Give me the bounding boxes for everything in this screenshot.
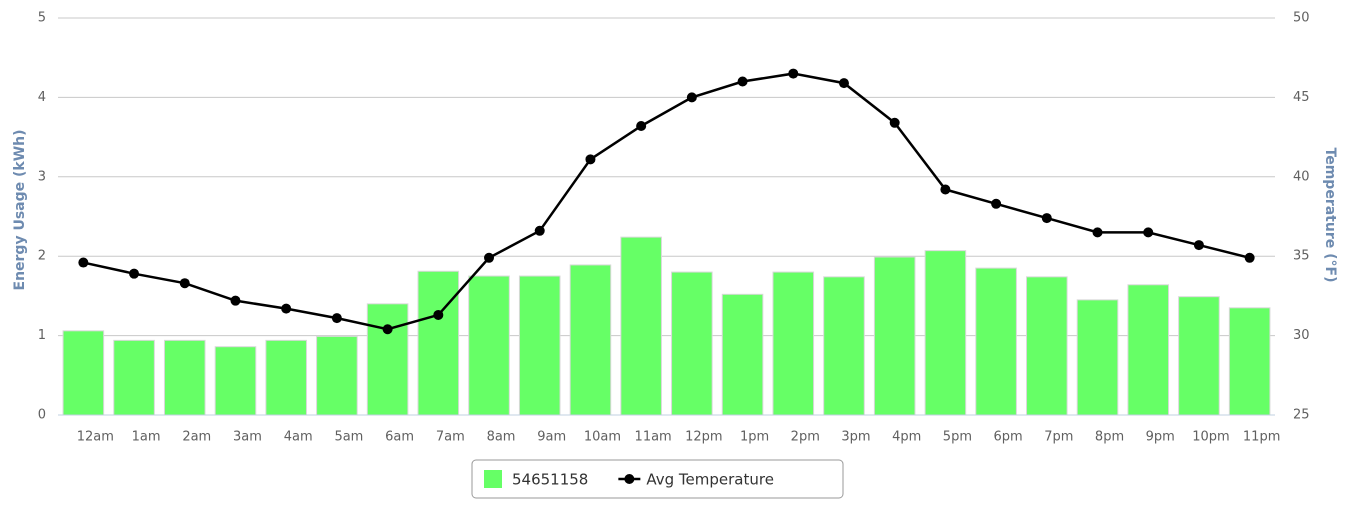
bar xyxy=(975,267,1017,416)
point xyxy=(838,78,849,89)
y-tick-label: 5 xyxy=(38,11,46,26)
x-tick-label: 2pm xyxy=(791,430,820,445)
y-tick-label: 0 xyxy=(38,408,46,423)
point xyxy=(737,76,748,87)
bar xyxy=(113,339,155,416)
point xyxy=(1244,252,1255,263)
y-tick-label: 2 xyxy=(38,249,46,264)
point xyxy=(1092,227,1103,238)
bar xyxy=(163,339,206,416)
bar xyxy=(569,264,612,416)
x-tick-label: 9am xyxy=(537,430,566,445)
bar xyxy=(1178,296,1220,416)
bar xyxy=(873,256,916,416)
x-tick-label: 11pm xyxy=(1243,430,1280,445)
point xyxy=(940,184,951,195)
bar xyxy=(214,346,257,416)
x-tick-label: 3am xyxy=(233,430,262,445)
point xyxy=(129,268,140,279)
bar xyxy=(62,330,105,416)
point xyxy=(1193,240,1204,251)
point xyxy=(686,92,697,103)
x-tick-label: 12am xyxy=(77,430,114,445)
x-tick-label: 5pm xyxy=(943,430,972,445)
legend-box xyxy=(471,459,844,499)
bar xyxy=(823,276,865,416)
bar xyxy=(366,303,409,416)
x-tick-label: 8pm xyxy=(1095,430,1124,445)
line xyxy=(83,72,1250,331)
point xyxy=(636,120,647,131)
point xyxy=(433,309,444,320)
x-tick-label: 3pm xyxy=(841,430,870,445)
point xyxy=(281,303,292,314)
point xyxy=(889,117,900,128)
x-tick-label: 1am xyxy=(132,430,161,445)
x-tick-label: 9pm xyxy=(1146,430,1175,445)
point xyxy=(484,252,495,263)
point xyxy=(1041,213,1052,224)
bar xyxy=(468,275,510,416)
point xyxy=(585,154,596,165)
bar xyxy=(417,270,460,416)
x-tick-label: 12pm xyxy=(685,430,722,445)
y2-tick-label: 50 xyxy=(1293,11,1310,26)
x-tick-label: 6am xyxy=(385,430,414,445)
y-tick-label: 3 xyxy=(38,169,46,184)
point xyxy=(991,198,1002,209)
x-tick-label: 4am xyxy=(284,430,313,445)
bar xyxy=(772,271,815,416)
bar xyxy=(1026,276,1068,416)
bar xyxy=(1076,299,1119,416)
x-tick-label: 4pm xyxy=(892,430,921,445)
y2-tick-label: 30 xyxy=(1293,328,1310,343)
x-tick-label: 7pm xyxy=(1044,430,1073,445)
legend-swatch xyxy=(484,470,502,488)
y2-tick-label: 45 xyxy=(1293,90,1310,105)
y2-tick-label: 35 xyxy=(1293,249,1310,264)
x-tick-label: 8am xyxy=(487,430,516,445)
x-tick-label: 7am xyxy=(436,430,465,445)
bar xyxy=(620,236,662,416)
bar xyxy=(924,250,967,416)
bar xyxy=(316,335,358,416)
bar xyxy=(1228,307,1271,416)
bar xyxy=(265,339,307,416)
bar xyxy=(1127,284,1170,416)
point xyxy=(382,324,393,335)
y-tick-label: 4 xyxy=(38,90,46,105)
legend-label: Avg Temperature xyxy=(646,471,774,489)
x-tick-label: 10am xyxy=(584,430,621,445)
y-axis-title: Energy Usage (kWh) xyxy=(12,129,28,290)
x-tick-label: 6pm xyxy=(994,430,1023,445)
bar xyxy=(518,275,561,416)
y2-tick-label: 25 xyxy=(1293,408,1310,423)
x-tick-label: 2am xyxy=(182,430,211,445)
legend-label: 54651158 xyxy=(512,471,588,489)
point xyxy=(230,295,241,306)
y2-tick-label: 40 xyxy=(1293,169,1310,184)
point xyxy=(1143,227,1154,238)
y2-axis-title: Temperature (°F) xyxy=(1322,148,1338,283)
point xyxy=(78,257,89,268)
x-tick-label: 10pm xyxy=(1192,430,1229,445)
x-tick-label: 5am xyxy=(334,430,363,445)
point xyxy=(179,278,190,289)
bar xyxy=(671,271,713,416)
point xyxy=(331,313,342,324)
x-tick-label: 1pm xyxy=(740,430,769,445)
x-tick-label: 11am xyxy=(635,430,672,445)
y-tick-label: 1 xyxy=(38,328,46,343)
legend-swatch xyxy=(624,474,635,484)
point xyxy=(534,225,545,236)
bar xyxy=(721,293,764,416)
point xyxy=(788,68,799,79)
